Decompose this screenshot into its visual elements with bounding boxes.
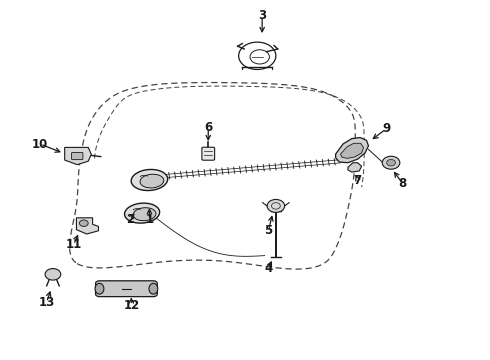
Text: 11: 11 (65, 238, 82, 251)
Ellipse shape (133, 208, 156, 221)
Text: 2: 2 (126, 213, 134, 226)
Text: 7: 7 (354, 174, 362, 186)
Circle shape (267, 199, 285, 212)
Ellipse shape (95, 283, 104, 294)
Text: 12: 12 (123, 299, 140, 312)
Text: 8: 8 (399, 177, 407, 190)
Text: 1: 1 (146, 213, 153, 226)
Text: 4: 4 (265, 262, 272, 275)
Text: 5: 5 (265, 224, 272, 237)
Text: 3: 3 (258, 9, 266, 22)
Ellipse shape (140, 174, 164, 188)
FancyBboxPatch shape (72, 152, 83, 159)
Text: 6: 6 (204, 121, 212, 134)
Polygon shape (341, 143, 364, 158)
Circle shape (387, 159, 395, 166)
Polygon shape (348, 163, 362, 172)
Ellipse shape (131, 170, 168, 190)
Circle shape (382, 156, 400, 169)
Ellipse shape (124, 203, 160, 223)
Polygon shape (336, 138, 368, 163)
FancyBboxPatch shape (202, 147, 215, 160)
Ellipse shape (149, 283, 158, 294)
Circle shape (45, 269, 61, 280)
Text: 13: 13 (38, 296, 55, 309)
Polygon shape (65, 147, 91, 165)
Polygon shape (76, 218, 98, 234)
Text: 9: 9 (382, 122, 390, 135)
Text: 10: 10 (32, 138, 49, 150)
Circle shape (79, 220, 88, 226)
FancyBboxPatch shape (96, 281, 157, 297)
